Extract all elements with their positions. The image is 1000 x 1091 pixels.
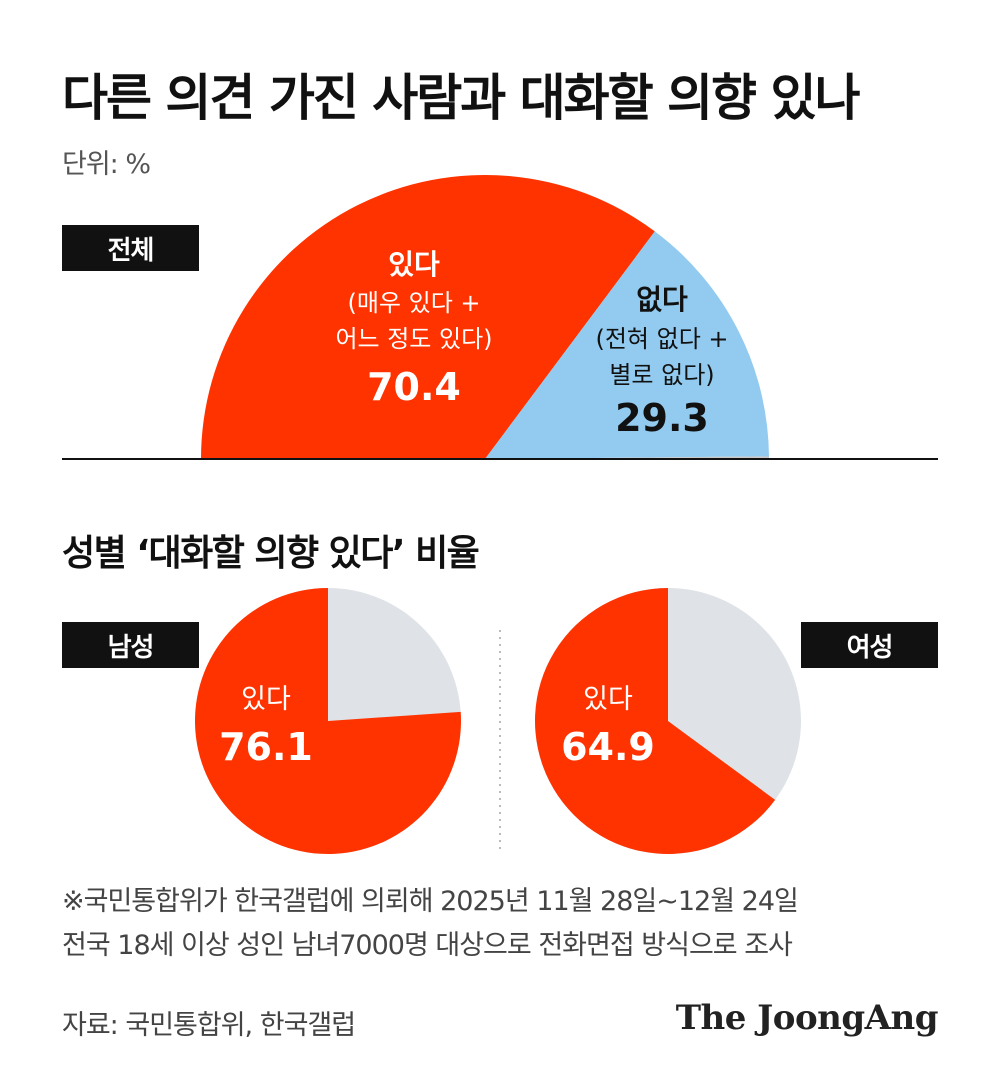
total-yes-label: 있다 — [388, 248, 440, 281]
male-tag: 남성 — [62, 622, 199, 668]
chart-title: 다른 의견 가진 사람과 대화할 의향 있나 — [62, 69, 860, 127]
publisher-logo: The JoongAng — [675, 998, 939, 1038]
female-yes-label: 있다 — [583, 684, 633, 715]
total-tag: 전체 — [62, 225, 199, 271]
total-no-value: 29.3 — [615, 396, 709, 440]
total-yes-value: 70.4 — [367, 365, 461, 409]
total-no-sublabel-1: (전혀 없다 + — [595, 325, 728, 353]
total-no-slice — [485, 231, 769, 459]
source-label: 자료: 국민통합위, 한국갤럽 — [62, 1010, 356, 1041]
total-yes-slice — [201, 174, 655, 459]
unit-label: 단위: % — [62, 149, 151, 180]
gender-subtitle: 성별 ‘대화할 의향 있다’ 비율 — [62, 533, 480, 574]
total-yes-sublabel-1: (매우 있다 + — [347, 289, 480, 317]
female-tag: 여성 — [801, 622, 938, 668]
survey-note-line-2: 전국 18세 이상 성인 남녀7000명 대상으로 전화면접 방식으로 조사 — [62, 930, 793, 961]
female-yes-value: 64.9 — [561, 725, 655, 769]
female-yes-slice — [535, 588, 776, 855]
survey-note: ※국민통합위가 한국갤럽에 의뢰해 2025년 11월 28일~12월 24일 … — [62, 880, 799, 968]
total-yes-sublabel-2: 어느 정도 있다) — [335, 325, 492, 353]
male-yes-value: 76.1 — [219, 725, 313, 769]
total-no-sublabel-2: 별로 없다) — [609, 361, 714, 389]
survey-note-line-1: ※국민통합위가 한국갤럽에 의뢰해 2025년 11월 28일~12월 24일 — [62, 886, 799, 917]
male-yes-label: 있다 — [241, 684, 291, 715]
total-no-label: 없다 — [636, 283, 688, 316]
male-yes-slice — [194, 588, 461, 855]
